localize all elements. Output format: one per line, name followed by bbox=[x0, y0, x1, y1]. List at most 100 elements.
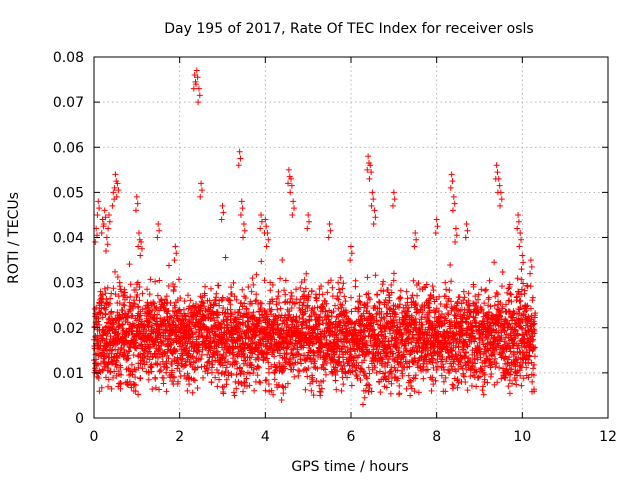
data-point bbox=[387, 390, 394, 397]
data-point bbox=[385, 286, 392, 293]
data-point bbox=[396, 382, 403, 389]
data-point bbox=[332, 377, 339, 384]
data-point bbox=[223, 376, 230, 383]
data-point bbox=[235, 316, 242, 323]
data-point bbox=[328, 313, 335, 320]
data-point bbox=[240, 350, 247, 357]
data-point bbox=[282, 365, 289, 372]
data-point bbox=[303, 270, 310, 277]
data-point bbox=[338, 304, 345, 311]
data-point bbox=[134, 279, 141, 286]
data-point bbox=[316, 286, 323, 293]
data-point bbox=[387, 330, 394, 337]
x-tick-label: 12 bbox=[599, 429, 617, 445]
data-point bbox=[108, 308, 115, 315]
data-point bbox=[497, 189, 504, 196]
data-point bbox=[202, 283, 209, 290]
data-point bbox=[491, 259, 498, 266]
data-point bbox=[277, 275, 284, 282]
data-point bbox=[171, 283, 178, 290]
data-point bbox=[201, 292, 208, 299]
data-point bbox=[148, 368, 155, 375]
data-point bbox=[263, 313, 270, 320]
data-point bbox=[134, 200, 141, 207]
data-point bbox=[379, 362, 386, 369]
data-point bbox=[262, 387, 269, 394]
data-point bbox=[109, 202, 116, 209]
data-point bbox=[137, 312, 144, 319]
data-point bbox=[369, 189, 376, 196]
data-point bbox=[518, 382, 525, 389]
data-point bbox=[483, 286, 490, 293]
data-point bbox=[102, 290, 109, 297]
data-point bbox=[290, 366, 297, 373]
data-point bbox=[454, 376, 461, 383]
data-point bbox=[189, 389, 196, 396]
data-point bbox=[128, 361, 135, 368]
data-point bbox=[284, 380, 291, 387]
data-point bbox=[269, 282, 276, 289]
data-point bbox=[290, 198, 297, 205]
data-point bbox=[163, 388, 170, 395]
data-point bbox=[111, 268, 118, 275]
data-point bbox=[365, 290, 372, 297]
data-point bbox=[429, 283, 436, 290]
data-point bbox=[286, 361, 293, 368]
data-point bbox=[207, 340, 214, 347]
data-point bbox=[240, 371, 247, 378]
data-point bbox=[146, 319, 153, 326]
data-point bbox=[96, 388, 103, 395]
data-point bbox=[428, 387, 435, 394]
data-point bbox=[253, 291, 260, 298]
data-point bbox=[322, 366, 329, 373]
data-point bbox=[364, 299, 371, 306]
data-point bbox=[233, 329, 240, 336]
data-point bbox=[222, 340, 229, 347]
data-point bbox=[125, 355, 132, 362]
data-point bbox=[383, 304, 390, 311]
data-point bbox=[361, 357, 368, 364]
data-point bbox=[378, 332, 385, 339]
data-point bbox=[127, 307, 134, 314]
data-point bbox=[243, 306, 250, 313]
data-point bbox=[356, 352, 363, 359]
data-point bbox=[291, 205, 298, 212]
data-point bbox=[156, 386, 163, 393]
data-point bbox=[274, 306, 281, 313]
data-point bbox=[190, 376, 197, 383]
data-point bbox=[222, 359, 229, 366]
data-point bbox=[271, 318, 278, 325]
data-point bbox=[215, 282, 222, 289]
data-point bbox=[315, 348, 322, 355]
data-point bbox=[279, 383, 286, 390]
data-point bbox=[364, 303, 371, 310]
data-point bbox=[208, 379, 215, 386]
data-point bbox=[366, 310, 373, 317]
data-point bbox=[112, 171, 119, 178]
data-point bbox=[447, 184, 454, 191]
data-point bbox=[442, 279, 449, 286]
data-point bbox=[348, 250, 355, 257]
data-point bbox=[95, 361, 102, 368]
data-point bbox=[264, 229, 271, 236]
data-point bbox=[382, 297, 389, 304]
data-point bbox=[335, 305, 342, 312]
data-point bbox=[205, 366, 212, 373]
data-point bbox=[238, 198, 245, 205]
data-point bbox=[273, 301, 280, 308]
data-point bbox=[217, 361, 224, 368]
data-point bbox=[136, 283, 143, 290]
data-point bbox=[379, 281, 386, 288]
chart-title: Day 195 of 2017, Rate Of TEC Index for r… bbox=[164, 21, 533, 37]
data-point bbox=[117, 371, 124, 378]
data-point bbox=[242, 346, 249, 353]
data-point bbox=[108, 290, 115, 297]
data-point bbox=[296, 368, 303, 375]
data-point bbox=[365, 294, 372, 301]
data-point bbox=[216, 302, 223, 309]
data-point bbox=[372, 272, 379, 279]
data-point bbox=[289, 211, 296, 218]
data-point bbox=[329, 284, 336, 291]
data-point bbox=[168, 314, 175, 321]
